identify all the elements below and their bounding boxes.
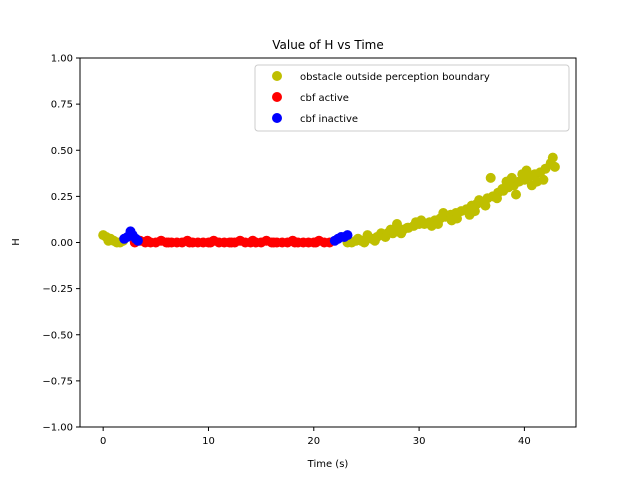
y-tick-label: −0.75 xyxy=(42,376,73,387)
legend: obstacle outside perception boundary cbf … xyxy=(254,64,570,132)
data-point-series-0 xyxy=(426,220,437,231)
x-tick-label: 30 xyxy=(413,436,426,447)
legend-marker xyxy=(272,92,282,102)
y-tick-label: 0.75 xyxy=(51,100,73,111)
data-point-series-0 xyxy=(492,193,502,204)
data-point-series-0 xyxy=(526,180,537,191)
data-point-series-0 xyxy=(511,189,521,200)
legend-marker xyxy=(272,113,282,123)
legend-label: cbf inactive xyxy=(300,114,358,125)
data-point-series-0 xyxy=(380,232,391,242)
y-tick-label: 0.00 xyxy=(51,238,73,249)
data-point-series-0 xyxy=(438,208,449,218)
data-point-series-0 xyxy=(549,161,560,172)
data-point-series-0 xyxy=(446,215,457,226)
data-point-series-0 xyxy=(396,228,407,239)
data-point-series-0 xyxy=(485,172,496,183)
y-tick-label: 0.50 xyxy=(51,146,73,157)
data-point-series-1 xyxy=(247,235,258,246)
data-point-series-1 xyxy=(226,237,237,248)
legend-label: obstacle outside perception boundary xyxy=(300,72,490,83)
chart-title: Value of H vs Time xyxy=(272,38,384,52)
plot-area xyxy=(98,152,560,248)
x-tick-label: 20 xyxy=(307,436,320,447)
x-axis-label: Time (s) xyxy=(307,459,349,470)
y-axis-label: H xyxy=(11,238,22,246)
data-point-series-0 xyxy=(369,235,380,246)
data-point-series-1 xyxy=(142,235,153,246)
data-point-series-0 xyxy=(359,237,370,248)
legend-marker xyxy=(272,71,282,81)
y-tick-label: −0.50 xyxy=(42,330,73,341)
y-tick-label: −0.25 xyxy=(42,284,73,295)
y-tick-label: −1.00 xyxy=(42,423,73,434)
x-tick-label: 40 xyxy=(518,436,531,447)
data-point-series-1 xyxy=(289,237,300,248)
data-point-series-0 xyxy=(464,209,475,220)
y-tick-label: 1.00 xyxy=(51,54,73,65)
data-point-series-1 xyxy=(184,237,195,248)
legend-label: cbf active xyxy=(300,93,349,104)
x-tick-label: 0 xyxy=(100,436,106,447)
data-point-series-2 xyxy=(342,230,353,241)
data-point-series-0 xyxy=(497,184,508,194)
data-point-series-0 xyxy=(474,195,485,206)
data-point-series-1 xyxy=(163,237,174,248)
data-point-series-0 xyxy=(506,172,517,183)
data-point-series-0 xyxy=(385,224,396,235)
legend-frame xyxy=(254,64,570,132)
axes: 0 10 20 30 40 −1.00 −0.75 −0.50 −0.25 0.00 0.25 0.5… xyxy=(42,54,577,447)
data-point-series-1 xyxy=(205,237,216,248)
x-tick-label: 10 xyxy=(202,436,215,447)
data-point-series-1 xyxy=(268,237,279,248)
data-point-series-1 xyxy=(310,237,321,248)
data-point-series-0 xyxy=(517,169,528,180)
data-point-series-0 xyxy=(410,217,421,228)
data-point-series-0 xyxy=(547,152,558,163)
y-tick-label: 0.25 xyxy=(51,192,73,203)
data-point-series-2 xyxy=(132,235,143,246)
